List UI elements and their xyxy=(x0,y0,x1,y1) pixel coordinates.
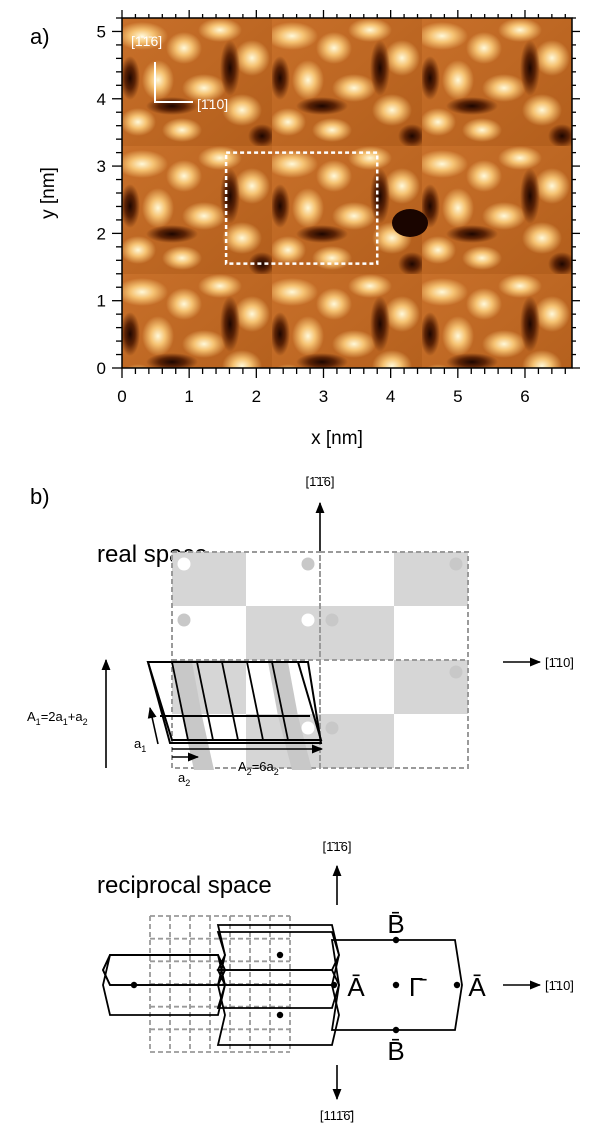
x-axis-label: x [nm] xyxy=(311,428,363,449)
oblique-unit-cell xyxy=(146,661,323,770)
recip-dir-116-bottom-label: [111̄6̄] xyxy=(320,1108,354,1123)
stm-image xyxy=(122,18,572,368)
dir-up-label: [1̄1̄6] xyxy=(131,33,162,49)
point-zone-1 xyxy=(130,981,138,989)
label-Gamma: Γ̄ xyxy=(409,972,427,1002)
point-zone-2 xyxy=(276,951,284,959)
checkerboard-grid xyxy=(171,551,469,769)
lattice-dot xyxy=(449,557,463,571)
y-tick-label: 1 xyxy=(97,292,106,311)
x-tick-label: 6 xyxy=(520,387,529,406)
panel-a-label: a) xyxy=(30,24,50,49)
x-tick-label: 2 xyxy=(252,387,261,406)
y-axis-label: y [nm] xyxy=(38,167,59,219)
lattice-dot xyxy=(325,613,339,627)
stm-frame xyxy=(121,17,573,369)
panel-b-label: b) xyxy=(30,484,50,509)
lattice-dot xyxy=(301,557,315,571)
label-B-top: B̄ xyxy=(387,909,404,939)
lattice-dot xyxy=(449,665,463,679)
a1-label: a1 xyxy=(134,736,146,754)
label-A-left: Ā xyxy=(347,972,365,1002)
reciprocal-space-label: reciprocal space xyxy=(97,872,272,899)
lattice-dot xyxy=(325,721,339,735)
lattice-dot xyxy=(325,557,339,571)
point-B-bottom xyxy=(392,1026,400,1034)
y-tick-label: 5 xyxy=(97,22,106,41)
y-tick-label: 2 xyxy=(97,224,106,243)
lattice-dot xyxy=(449,721,463,735)
point-Gamma xyxy=(392,981,400,989)
a1-arrow xyxy=(147,706,159,745)
x-tick-label: 3 xyxy=(319,387,328,406)
x-tick-label: 0 xyxy=(117,387,126,406)
label-B-bottom: B̄ xyxy=(387,1036,404,1066)
y-tick-label: 4 xyxy=(97,90,106,109)
point-zone-3 xyxy=(276,1011,284,1019)
reciprocal-grid xyxy=(149,915,291,1053)
A2-label: A2=6a2 xyxy=(238,759,279,777)
stm-axes: 0 1 2 3 4 5 6 0 1 2 3 4 5 x [nm] y [nm] a) [1̄1̄6] [1̄10] xyxy=(30,10,580,449)
lattice-dot xyxy=(177,613,191,627)
y-tick-label: 0 xyxy=(97,359,106,378)
point-A-right xyxy=(453,981,461,989)
lattice-dot xyxy=(301,721,315,735)
x-tick-label: 4 xyxy=(386,387,395,406)
label-A-right: Ā xyxy=(468,972,486,1002)
lattice-diagram: b) real space [1̄1̄6] [1̄10] A1=2a1+a2 a… xyxy=(27,474,574,1123)
dir-right-label: [1̄10] xyxy=(197,96,228,112)
lattice-dot xyxy=(325,665,339,679)
x-tick-label: 1 xyxy=(184,387,193,406)
point-A-left xyxy=(330,981,338,989)
lattice-dot xyxy=(449,613,463,627)
lattice-dot xyxy=(301,613,315,627)
recip-dir-116-top-label: [1̄1̄6] xyxy=(323,839,352,854)
dir-116-top-label: [1̄1̄6] xyxy=(306,474,335,489)
point-B-top xyxy=(392,936,400,944)
dir-110-right-label: [1̄10] xyxy=(545,655,574,670)
recip-dir-110-right-label: [1̄10] xyxy=(545,978,574,993)
A1-label: A1=2a1+a2 xyxy=(27,709,88,727)
lattice-dot xyxy=(177,557,191,571)
highlight-box xyxy=(224,151,379,265)
x-tick-label: 5 xyxy=(453,387,462,406)
a2-label: a2 xyxy=(178,770,190,788)
y-tick-label: 3 xyxy=(97,157,106,176)
